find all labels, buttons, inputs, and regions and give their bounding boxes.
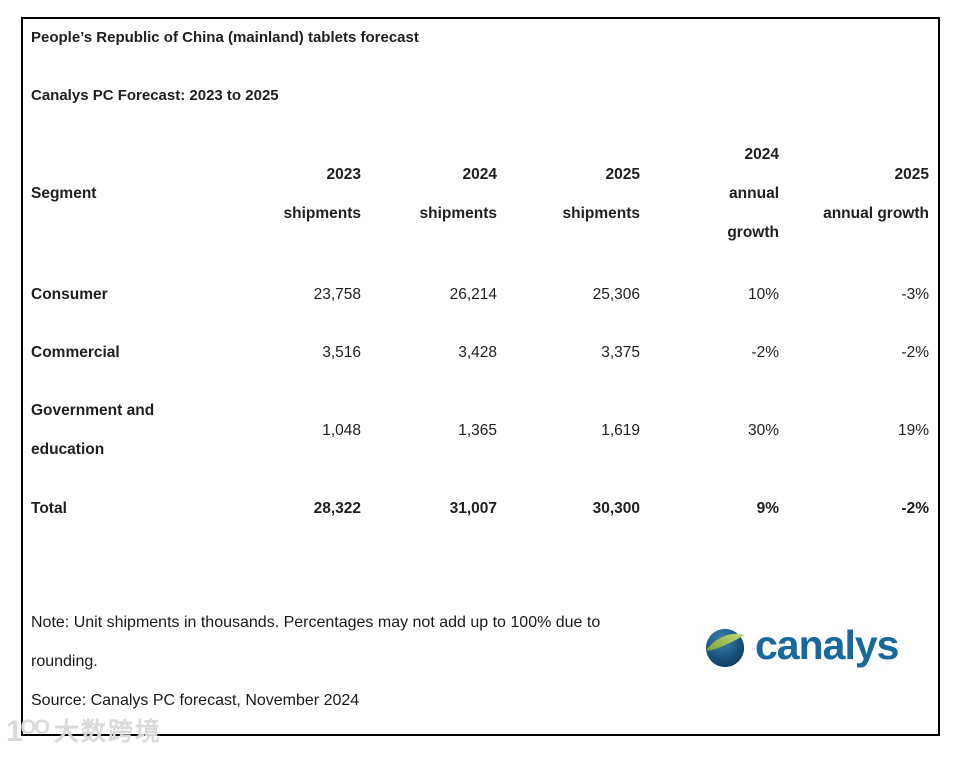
header-2024-annual-growth: 2024 annual growth	[727, 146, 779, 241]
value-2023-shipments: 23,758	[313, 285, 361, 303]
canalys-logo: canalys	[705, 622, 899, 670]
value-2025-growth: -3%	[901, 285, 929, 303]
value-2023-shipments: 1,048	[322, 421, 361, 439]
value-2024-shipments: 26,214	[449, 285, 497, 303]
value-2024-growth: 9%	[756, 499, 779, 517]
value-2024-growth: 30%	[747, 421, 779, 439]
value-2024-shipments: 3,428	[458, 343, 497, 361]
source-text: Source: Canalys PC forecast, November 20…	[31, 692, 360, 709]
value-2025-shipments: 1,619	[601, 421, 640, 439]
value-2023-shipments: 3,516	[322, 343, 361, 361]
value-2023-shipments: 28,322	[313, 499, 361, 517]
table-row-consumer: Consumer 23,758 26,214 25,306 10% -3%	[31, 265, 929, 323]
segment-label: Total	[31, 499, 67, 517]
header-2023-shipments: 2023 shipments	[283, 165, 361, 222]
value-2024-growth: 10%	[747, 285, 779, 303]
value-2024-shipments: 31,007	[449, 499, 497, 517]
segment-label: Government and education	[31, 402, 155, 458]
table-row-total: Total 28,322 31,007 30,300 9% -2%	[31, 479, 929, 537]
forecast-table: Segment 2023 shipments 2024 shipments 20…	[31, 135, 929, 537]
value-2025-growth: -2%	[901, 499, 929, 517]
segment-label: Consumer	[31, 285, 108, 303]
value-2024-growth: -2%	[751, 343, 779, 361]
value-2025-growth: -2%	[901, 343, 929, 361]
value-2025-shipments: 25,306	[592, 285, 640, 303]
table-row-commercial: Commercial 3,516 3,428 3,375 -2% -2%	[31, 323, 929, 381]
note-text: Note: Unit shipments in thousands. Perce…	[31, 614, 601, 670]
header-2025-shipments: 2025 shipments	[562, 165, 640, 222]
canalys-wordmark: canalys	[755, 622, 899, 668]
header-2024-shipments: 2024 shipments	[419, 165, 497, 222]
table-row-government-education: Government and education 1,048 1,365 1,6…	[31, 381, 929, 479]
page-title: People’s Republic of China (mainland) ta…	[31, 29, 419, 46]
value-2025-growth: 19%	[897, 421, 929, 439]
segment-label: Commercial	[31, 343, 120, 361]
canalys-globe-icon	[705, 627, 747, 669]
header-segment: Segment	[31, 185, 97, 202]
value-2025-shipments: 3,375	[601, 343, 640, 361]
value-2024-shipments: 1,365	[458, 421, 497, 439]
page-subtitle: Canalys PC Forecast: 2023 to 2025	[31, 87, 279, 104]
table-header-row: Segment 2023 shipments 2024 shipments 20…	[31, 135, 929, 252]
value-2025-shipments: 30,300	[592, 499, 640, 517]
forecast-table-card: People’s Republic of China (mainland) ta…	[21, 17, 940, 736]
header-2025-annual-growth: 2025 annual growth	[823, 165, 929, 222]
